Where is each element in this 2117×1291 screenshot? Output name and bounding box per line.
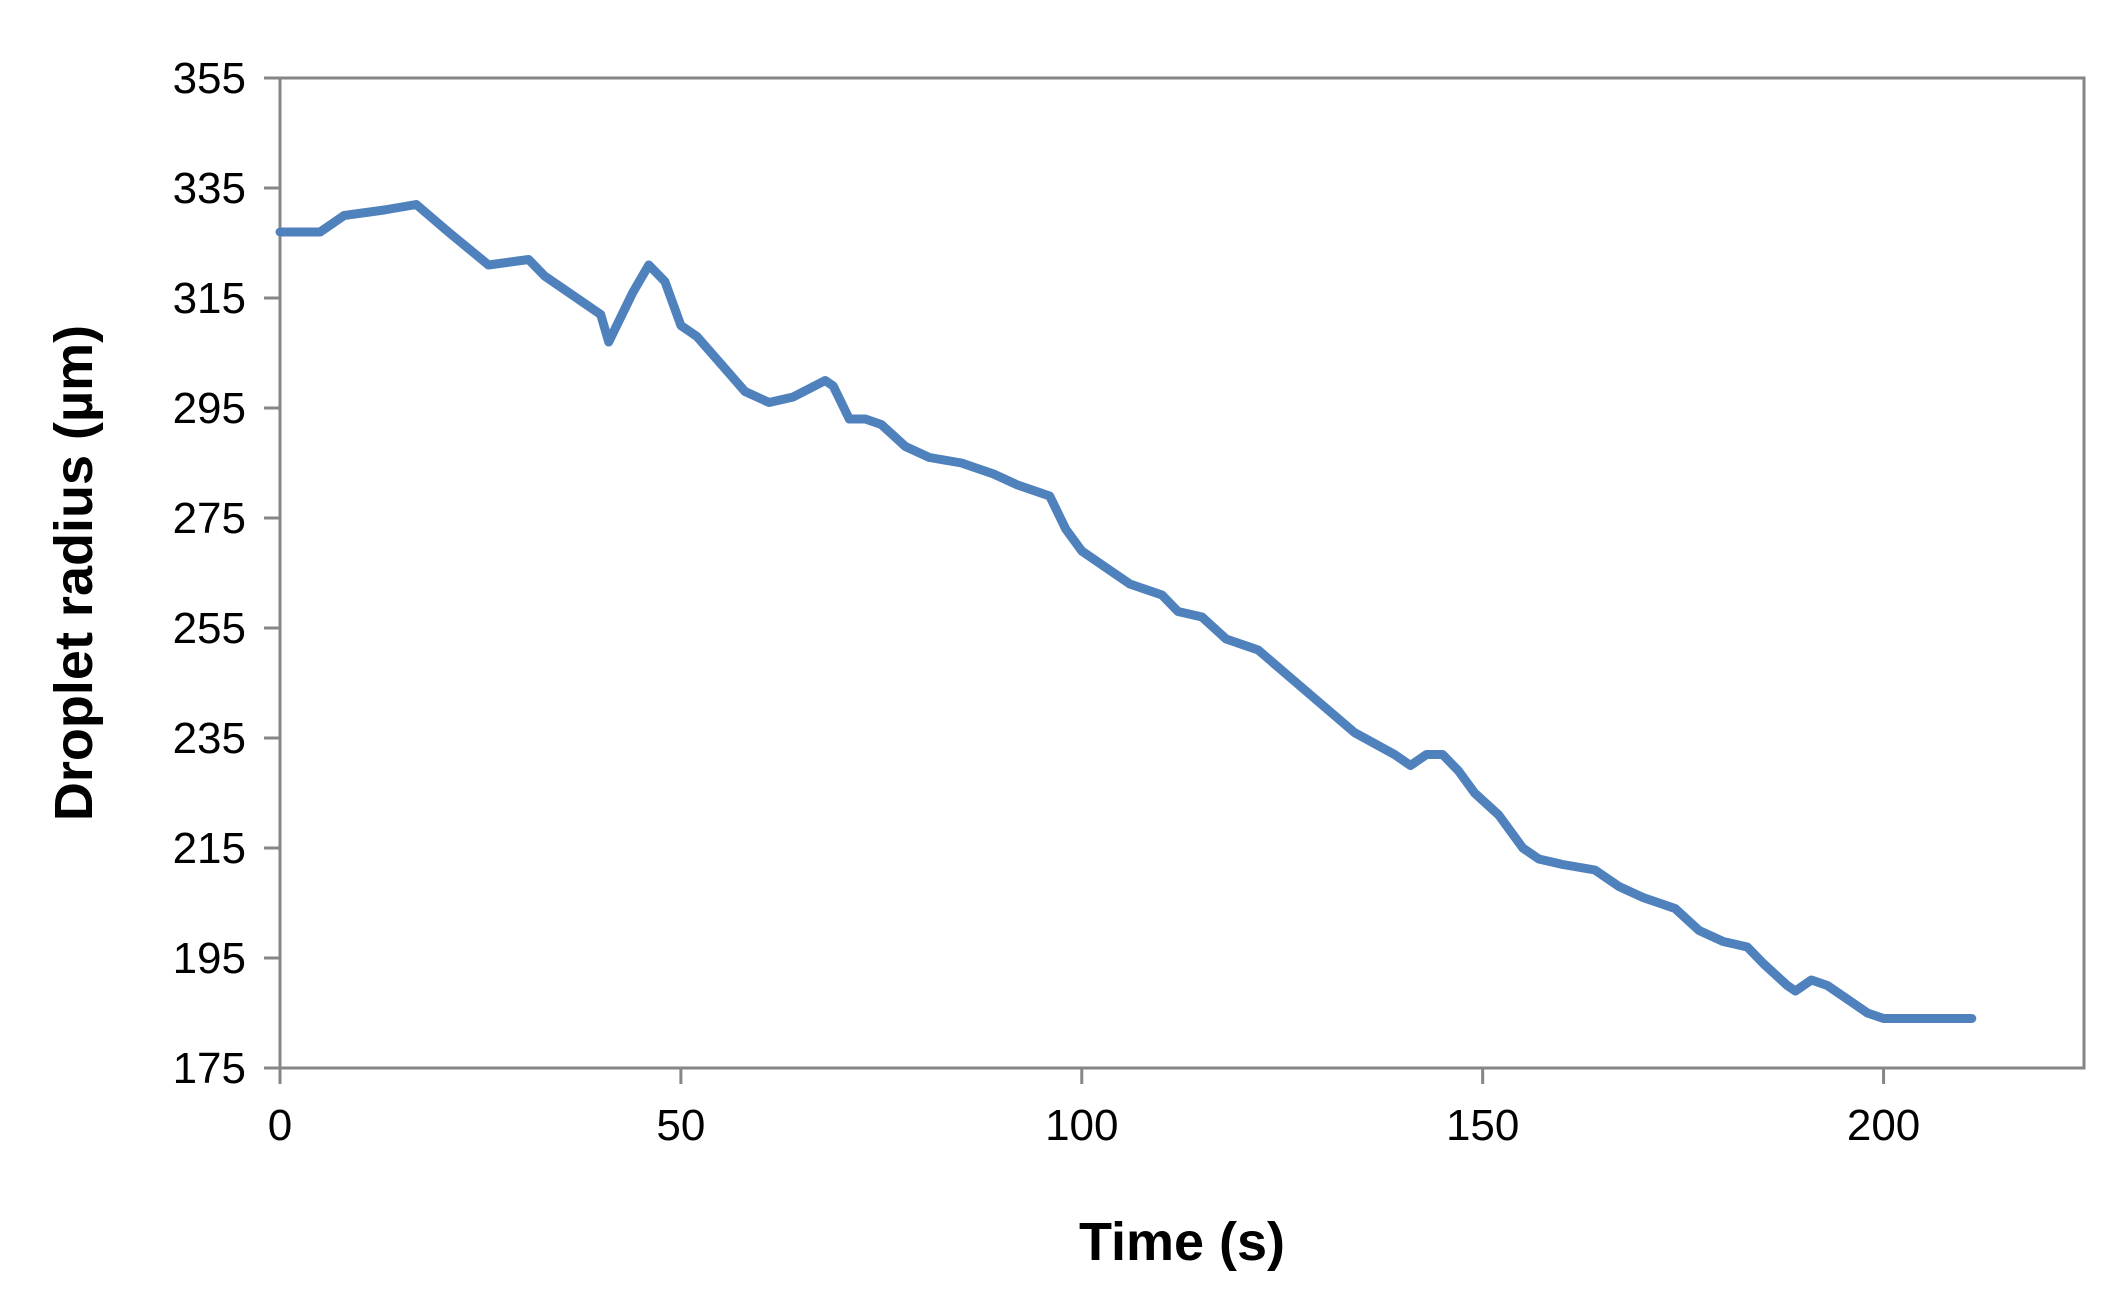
x-tick-label: 0 <box>268 1101 292 1150</box>
y-tick-label: 275 <box>173 494 246 543</box>
y-tick-label: 295 <box>173 384 246 433</box>
series-group <box>275 200 1977 1023</box>
x-tick-label: 150 <box>1446 1101 1519 1150</box>
x-tick-label: 200 <box>1847 1101 1920 1150</box>
x-axis: 0 50 100 150 200 <box>268 1068 1920 1150</box>
y-axis-title: Droplet radius (µm) <box>44 325 104 821</box>
y-tick-label: 335 <box>173 164 246 213</box>
y-tick-label: 175 <box>173 1044 246 1093</box>
y-axis: 175 195 215 235 255 275 295 315 335 355 <box>173 54 280 1093</box>
series-line <box>275 200 1977 1023</box>
y-tick-label: 355 <box>173 54 246 103</box>
x-tick-label: 50 <box>656 1101 705 1150</box>
y-tick-label: 235 <box>173 714 246 763</box>
y-tick-label: 255 <box>173 604 246 653</box>
plot-area <box>278 76 2086 1070</box>
x-tick-label: 100 <box>1045 1101 1118 1150</box>
y-tick-label: 315 <box>173 274 246 323</box>
y-tick-label: 195 <box>173 934 246 983</box>
x-axis-title: Time (s) <box>1079 1212 1285 1272</box>
y-tick-label: 215 <box>173 824 246 873</box>
